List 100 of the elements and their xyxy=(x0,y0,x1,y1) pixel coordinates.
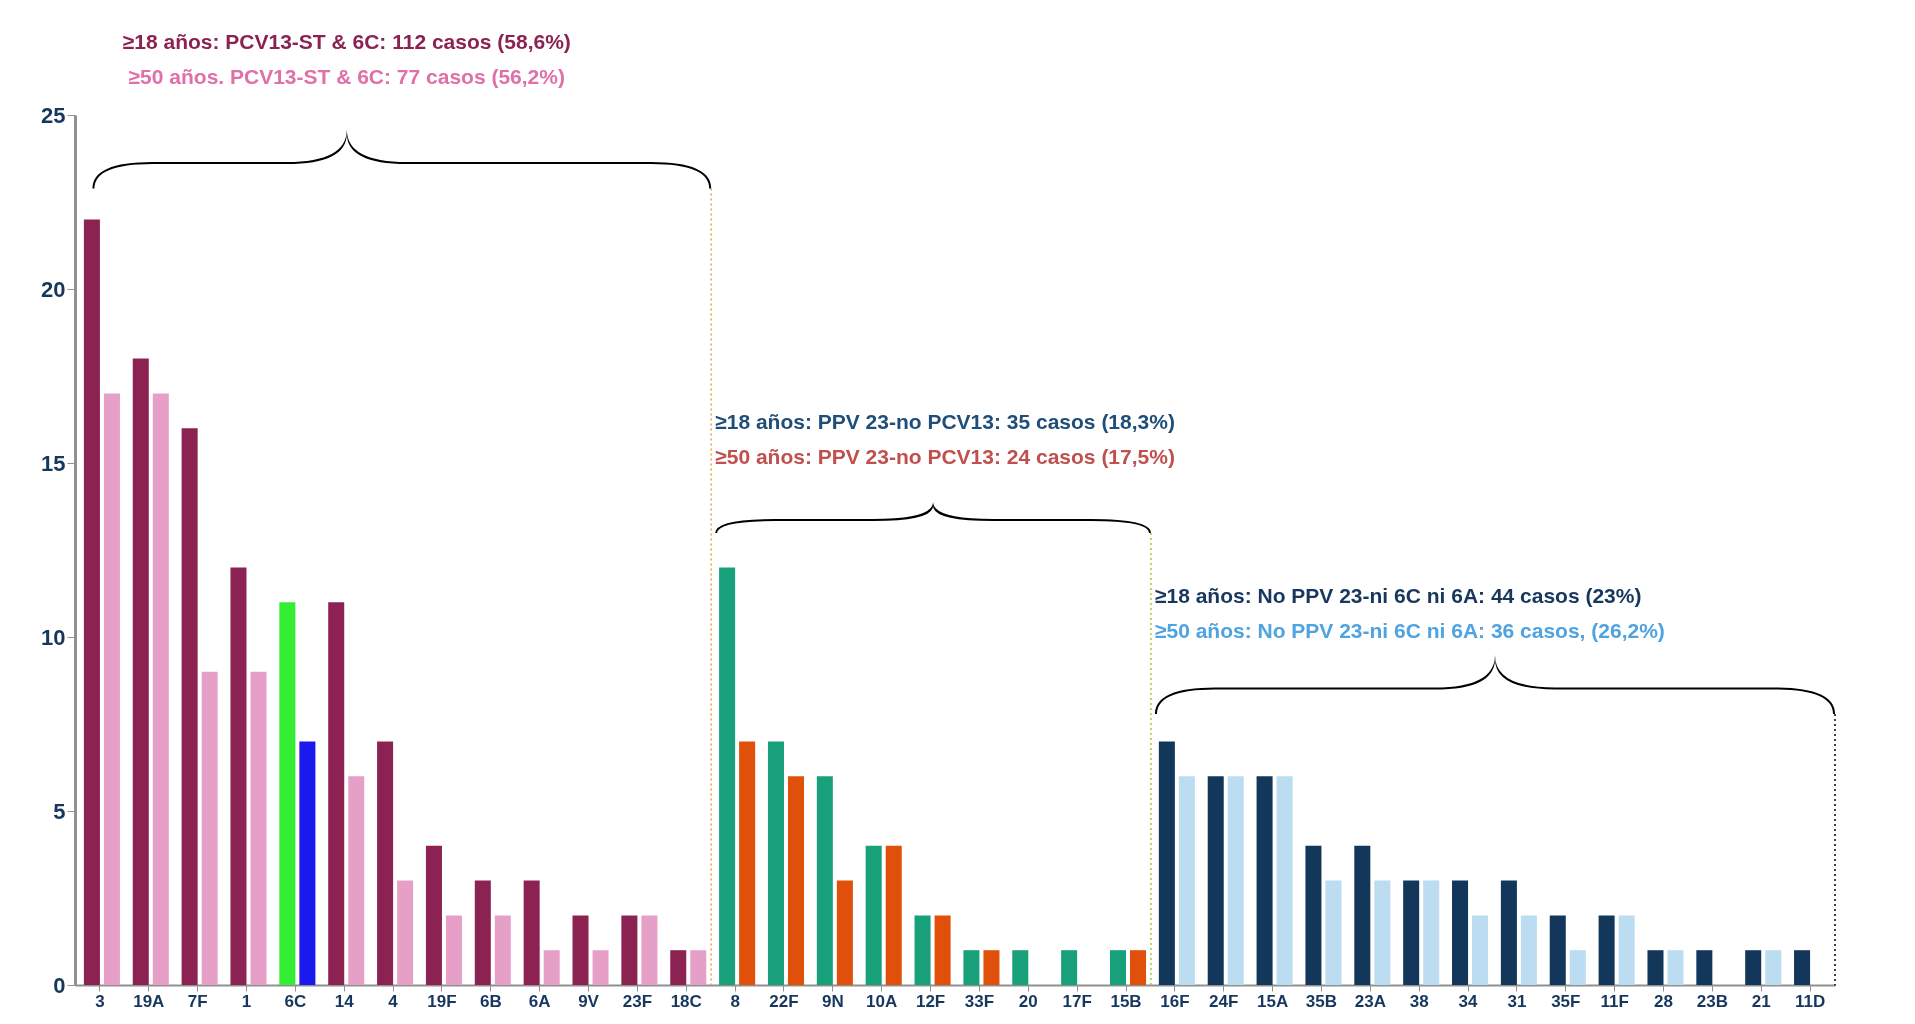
bar xyxy=(1325,880,1342,985)
bar xyxy=(787,776,805,985)
bar xyxy=(494,915,511,985)
bar xyxy=(103,393,120,985)
bar xyxy=(299,741,316,985)
bar xyxy=(1598,915,1615,985)
x-tick-label: 24F xyxy=(1209,991,1239,1011)
annotation: ≥18 años: No PPV 23-ni 6C ni 6A: 44 casos (23%) xyxy=(1154,583,1642,607)
bar xyxy=(1745,950,1762,985)
x-tick-label: 17F xyxy=(1062,991,1092,1011)
annotation: ≥50 años: PPV 23-no PCV13: 24 casos (17,5%) xyxy=(715,444,1175,468)
bar xyxy=(1667,950,1684,985)
text: ≥50 años. PCV13-ST & 6C: 77 casos (56,2%) xyxy=(128,65,565,89)
bar xyxy=(201,671,218,985)
bar xyxy=(1647,950,1664,985)
bar xyxy=(1423,880,1440,985)
y-tick-label: 25 xyxy=(41,102,66,128)
bar xyxy=(1618,915,1635,985)
bar xyxy=(572,915,589,985)
bar xyxy=(523,880,540,985)
text: ≥18 años: PCV13-ST & 6C: 112 casos (58,6%) xyxy=(122,30,571,54)
bar xyxy=(1569,950,1586,985)
bar xyxy=(250,671,267,985)
bar xyxy=(1158,741,1175,985)
bar xyxy=(1794,950,1811,985)
bar xyxy=(934,915,951,985)
y-tick-label: 20 xyxy=(41,276,66,302)
x-tick-label: 21 xyxy=(1751,991,1771,1011)
annotation: ≥50 años: No PPV 23-ni 6C ni 6A: 36 casos, (26,2%) xyxy=(1154,618,1665,642)
bar xyxy=(445,915,462,985)
x-tick-label: 8 xyxy=(730,991,740,1011)
bar xyxy=(1012,950,1029,985)
bar xyxy=(621,915,638,985)
bar xyxy=(348,776,365,985)
bar xyxy=(670,950,687,985)
x-tick-label: 10A xyxy=(866,991,898,1011)
bar xyxy=(690,950,707,985)
x-tick-label: 38 xyxy=(1409,991,1429,1011)
bar xyxy=(132,358,149,985)
annotation: ≥18 años: PPV 23-no PCV13: 35 casos (18,3%) xyxy=(715,409,1175,433)
bar xyxy=(1130,950,1147,985)
bar xyxy=(1472,915,1489,985)
bar xyxy=(865,845,882,985)
x-tick-label: 23F xyxy=(622,991,653,1011)
bar xyxy=(1403,880,1420,985)
x-tick-label: 35F xyxy=(1551,991,1581,1011)
bar xyxy=(1765,950,1782,985)
bar xyxy=(279,602,296,985)
bar xyxy=(543,950,560,985)
bar xyxy=(1452,880,1469,985)
x-tick-label: 15B xyxy=(1110,991,1142,1011)
x-tick-label: 19F xyxy=(427,991,457,1011)
bar xyxy=(1061,950,1078,985)
bar xyxy=(1178,776,1195,985)
x-tick-label: 34 xyxy=(1458,991,1479,1011)
x-tick-label: 11F xyxy=(1600,991,1629,1011)
bar xyxy=(1500,880,1517,985)
bar xyxy=(641,915,658,985)
bar xyxy=(836,880,853,985)
y-tick-label: 0 xyxy=(53,972,66,998)
bar xyxy=(83,219,100,985)
bar xyxy=(1256,776,1273,985)
x-tick-label: 6C xyxy=(284,991,307,1011)
bar xyxy=(230,567,247,985)
bar xyxy=(719,567,736,985)
x-tick-label: 11D xyxy=(1794,991,1826,1011)
bar xyxy=(152,393,169,985)
bar xyxy=(1207,776,1224,985)
x-tick-label: 6B xyxy=(479,991,502,1011)
bar xyxy=(328,602,345,985)
bar xyxy=(1549,915,1566,985)
x-tick-label: 18C xyxy=(670,991,702,1011)
x-tick-label: 6A xyxy=(528,991,551,1011)
bar xyxy=(1227,776,1244,985)
bar xyxy=(1354,845,1371,985)
bar xyxy=(377,741,394,985)
bar xyxy=(816,776,833,985)
bar xyxy=(1305,845,1322,985)
bar xyxy=(885,845,902,985)
x-tick-label: 4 xyxy=(388,991,399,1011)
x-tick-label: 28 xyxy=(1654,991,1673,1011)
x-tick-label: 22F xyxy=(769,991,799,1011)
x-tick-label: 16F xyxy=(1160,991,1190,1011)
x-tick-label: 3 xyxy=(95,991,105,1011)
bar xyxy=(1276,776,1293,985)
x-tick-label: 23B xyxy=(1696,991,1728,1011)
x-tick-label: 35B xyxy=(1305,991,1338,1011)
bar xyxy=(592,950,609,985)
bar xyxy=(1696,950,1713,985)
x-tick-label: 33F xyxy=(964,991,995,1011)
x-tick-label: 7F xyxy=(187,991,208,1011)
x-tick-label: 9V xyxy=(578,991,600,1011)
bar xyxy=(914,915,931,985)
bar xyxy=(181,428,198,985)
x-tick-label: 23A xyxy=(1354,991,1386,1011)
x-tick-label: 12F xyxy=(915,991,946,1011)
bar xyxy=(963,950,980,985)
y-tick-label: 10 xyxy=(41,624,66,650)
x-tick-label: 14 xyxy=(334,991,355,1011)
x-tick-label: 1 xyxy=(241,991,252,1011)
